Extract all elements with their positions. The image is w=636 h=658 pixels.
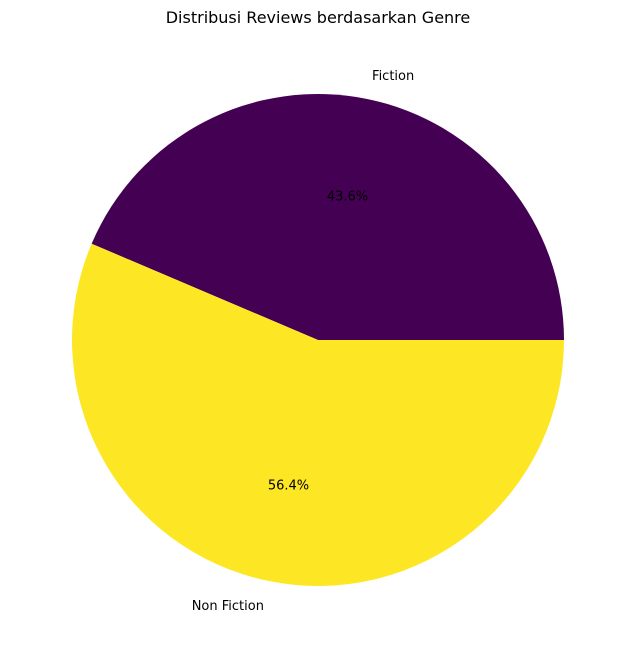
pie-slice-fiction <box>91 93 565 340</box>
slice-label: Fiction <box>372 69 414 84</box>
pie-labels: Fiction 43.6% Non Fiction 56.4% <box>192 69 415 614</box>
chart-title: Distribusi Reviews berdasarkan Genre <box>166 8 471 27</box>
slice-percent-label: 43.6% <box>327 189 368 204</box>
slice-label: Non Fiction <box>192 599 264 614</box>
pie-slice-non-fiction <box>71 243 565 586</box>
slice-percent-label: 56.4% <box>268 479 309 494</box>
pie-slices <box>71 93 565 586</box>
